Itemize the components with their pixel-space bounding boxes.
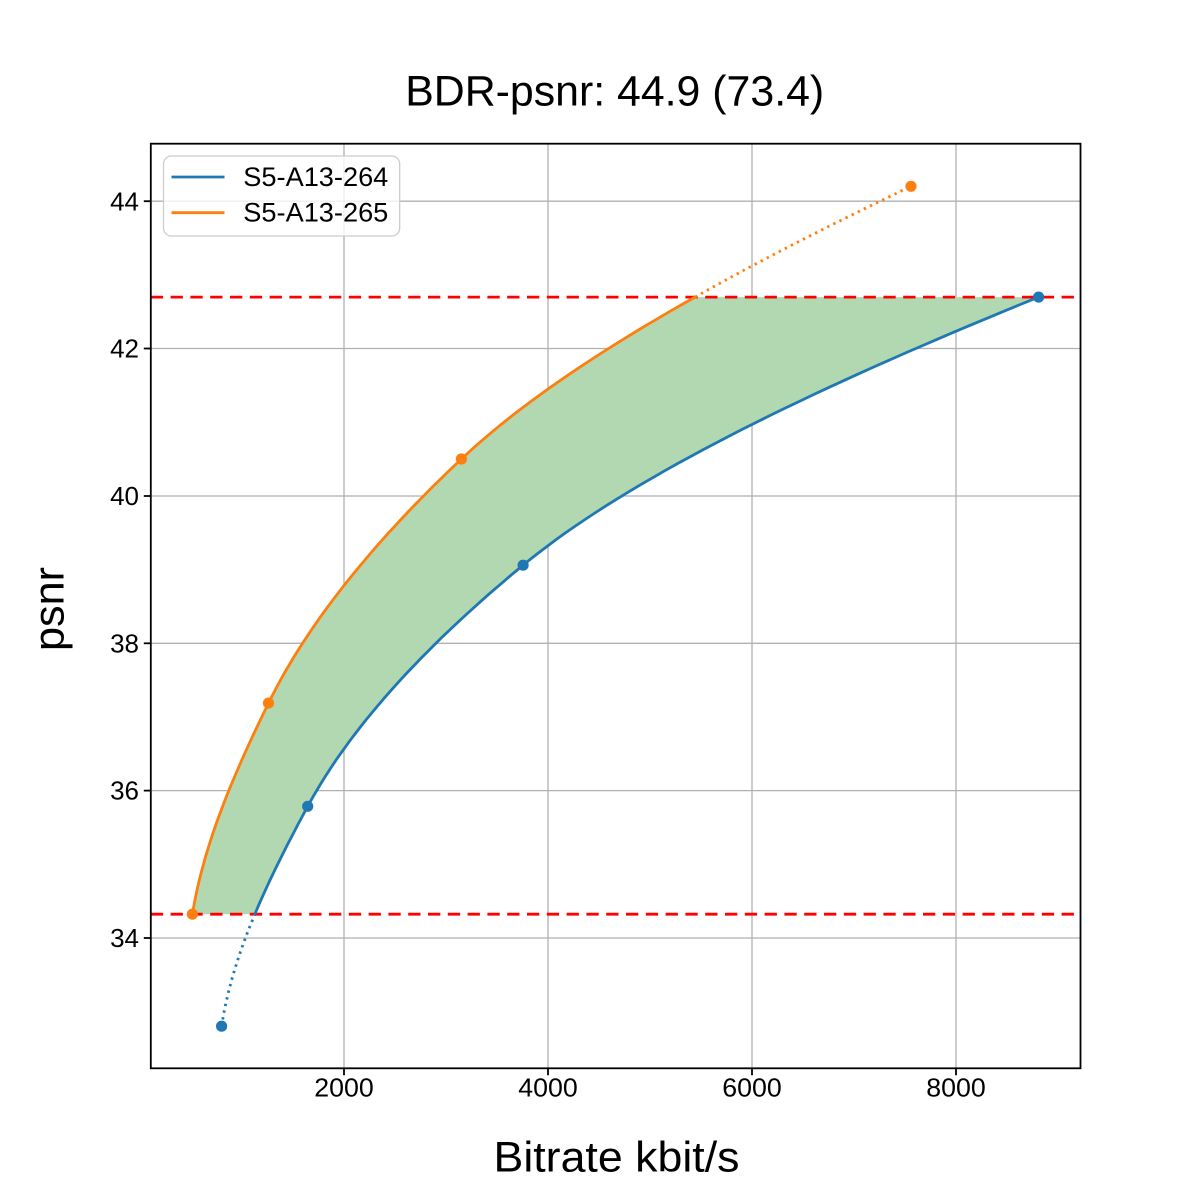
svg-text:2000: 2000 [314,1073,374,1103]
svg-text:Bitrate kbit/s: Bitrate kbit/s [494,1133,740,1181]
svg-text:4000: 4000 [518,1073,578,1103]
svg-text:psnr: psnr [26,567,74,651]
svg-text:BDR-psnr: 44.9 (73.4): BDR-psnr: 44.9 (73.4) [405,68,824,116]
svg-text:38: 38 [110,628,139,658]
svg-text:42: 42 [110,334,139,364]
svg-text:44: 44 [110,186,139,216]
svg-text:34: 34 [110,923,139,953]
svg-text:40: 40 [110,481,139,511]
svg-text:36: 36 [110,776,139,806]
svg-text:8000: 8000 [926,1073,986,1103]
svg-text:S5-A13-265: S5-A13-265 [243,198,388,228]
svg-text:S5-A13-264: S5-A13-264 [243,162,388,192]
svg-text:6000: 6000 [722,1073,782,1103]
